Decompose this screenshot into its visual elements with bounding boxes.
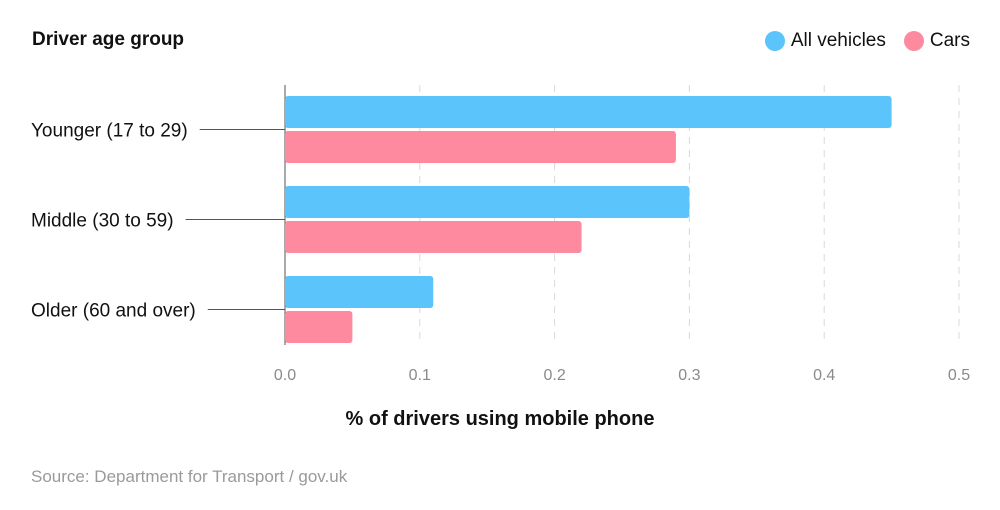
- x-tick-label: 0.2: [543, 367, 565, 384]
- bar-chart: 0.0 0.1 0.2 0.3 0.4 0.5 Younger (17 to 29) Midd…: [31, 85, 970, 384]
- legend-label-all-vehicles: All vehicles: [790, 30, 886, 51]
- source-note: Source: Department for Transport / gov.u…: [31, 467, 348, 486]
- x-tick-label: 0.4: [813, 367, 835, 384]
- bar-all-vehicles: [285, 96, 892, 128]
- bar-cars: [285, 131, 676, 163]
- legend-item-cars: Cars: [903, 30, 970, 52]
- x-tick-label: 0.5: [948, 367, 970, 384]
- y-axis-title: Driver age group: [32, 29, 185, 50]
- x-tick-label: 0.0: [274, 367, 296, 384]
- legend-swatch-all-vehicles: [764, 31, 785, 51]
- category-label: Older (60 and over): [31, 301, 196, 322]
- bar-cars: [285, 221, 582, 253]
- legend-swatch-cars: [903, 31, 924, 51]
- x-tick-label: 0.1: [409, 367, 431, 384]
- legend-item-all-vehicles: All vehicles: [764, 30, 886, 52]
- category-label: Younger (17 to 29): [31, 121, 188, 142]
- x-axis-title: % of drivers using mobile phone: [345, 408, 655, 430]
- x-tick-label: 0.3: [678, 367, 700, 384]
- legend: All vehicles Cars: [764, 30, 970, 52]
- legend-label-cars: Cars: [929, 30, 970, 51]
- bar-all-vehicles: [285, 276, 434, 308]
- category-label: Middle (30 to 59): [31, 211, 174, 232]
- bar-all-vehicles: [285, 186, 690, 218]
- bar-cars: [285, 311, 353, 343]
